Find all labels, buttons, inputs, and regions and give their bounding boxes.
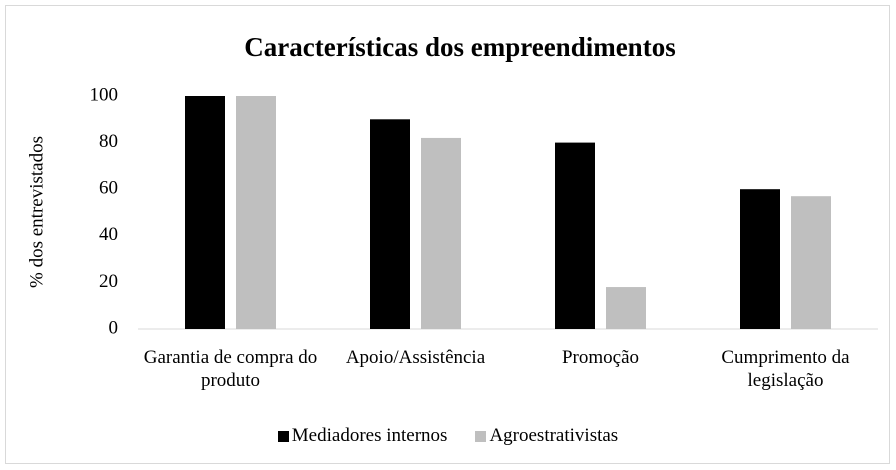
y-tick-label: 100 (90, 84, 119, 105)
bar (606, 287, 646, 329)
bar (740, 189, 780, 329)
bar (236, 96, 276, 329)
y-tick-label: 80 (99, 131, 118, 152)
y-tick-label: 40 (99, 224, 118, 245)
y-tick-label: 60 (99, 178, 118, 199)
bar (185, 96, 225, 329)
bar (791, 196, 831, 329)
legend-swatch (277, 430, 289, 442)
bar (370, 119, 410, 329)
legend-label: Agroestrativistas (489, 425, 619, 446)
x-tick-label: Garantia de compra do produto (143, 347, 318, 391)
y-tick-label: 0 (109, 317, 119, 338)
y-tick-label: 20 (99, 271, 118, 292)
bar (555, 142, 595, 329)
legend-item: Mediadores internos (277, 425, 448, 447)
legend-label: Mediadores internos (291, 425, 448, 446)
y-axis-title: % dos entrevistados (26, 136, 47, 288)
bar (421, 137, 461, 329)
x-tick-label: Cumprimento da legislação (721, 347, 850, 391)
legend-item: Agroestrativistas (475, 425, 618, 447)
legend: Mediadores internos Agroestrativistas (0, 425, 896, 448)
x-tick-label: Apoio/Assistência (345, 347, 486, 368)
chart-title: Características dos empreendimentos (244, 32, 675, 62)
legend-swatch (475, 430, 487, 442)
x-tick-label: Promoção (561, 347, 640, 368)
